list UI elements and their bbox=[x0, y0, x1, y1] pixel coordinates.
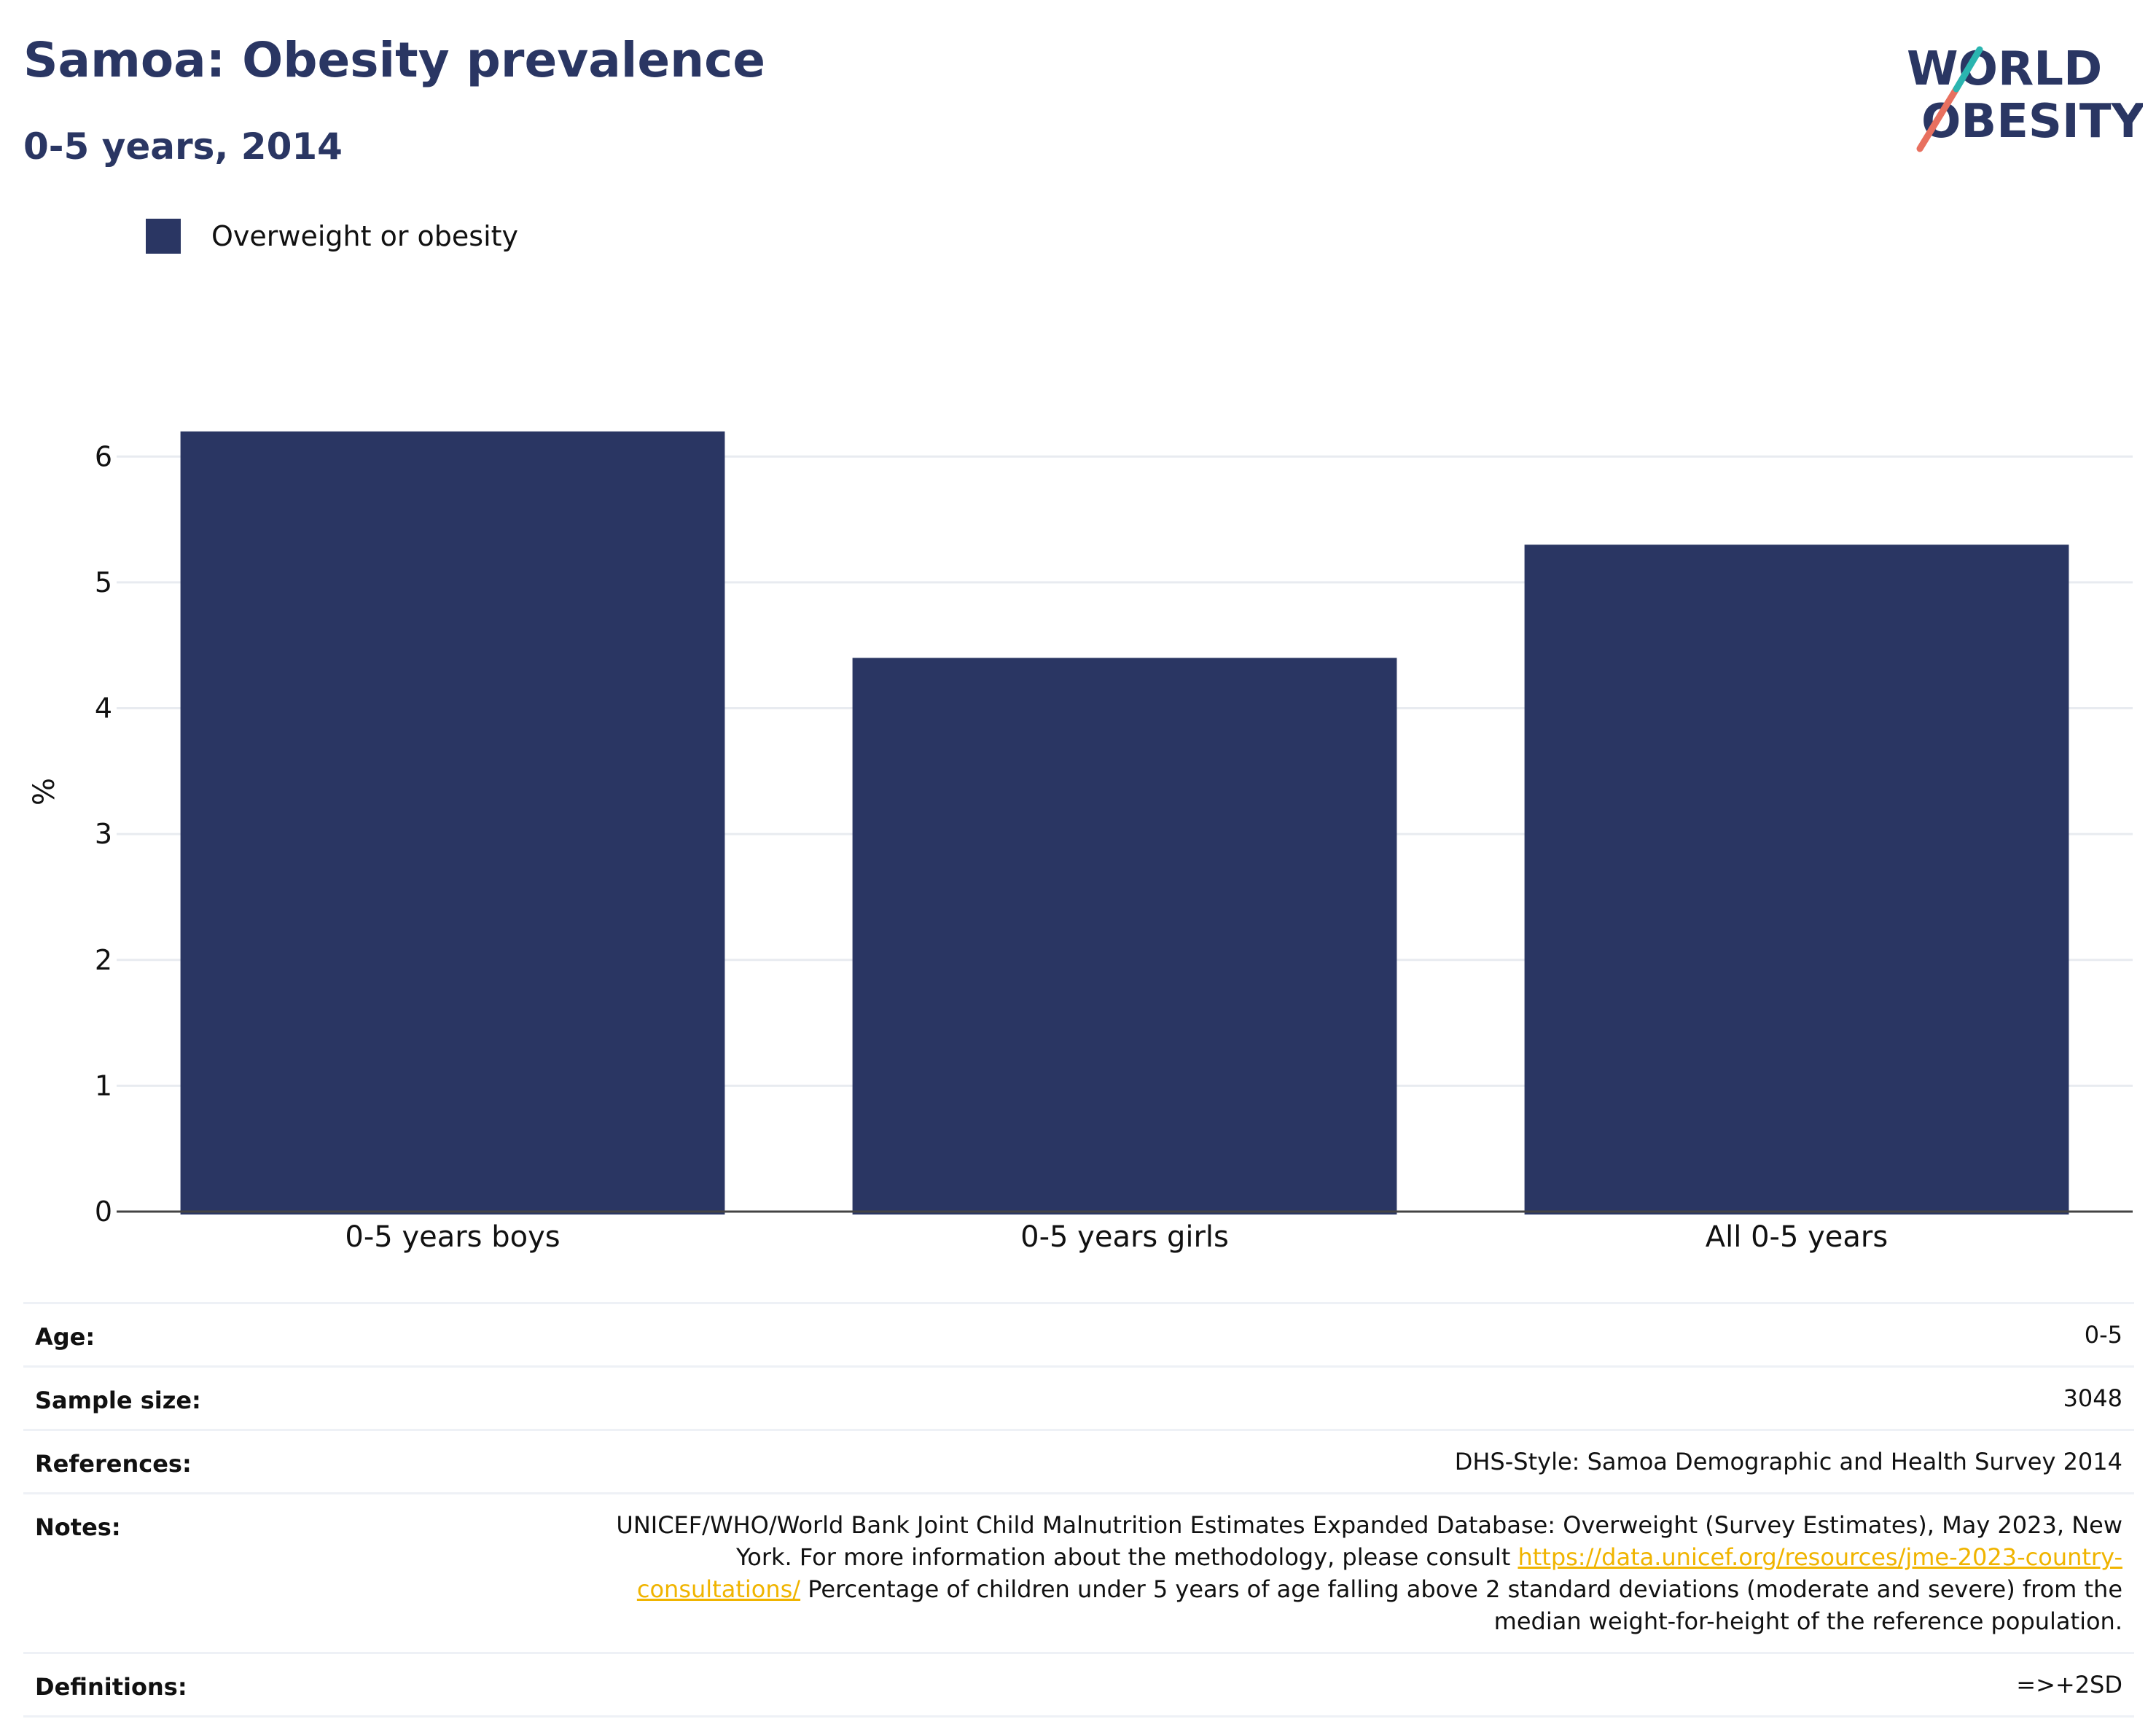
chart-legend: Overweight or obesity bbox=[146, 219, 518, 254]
notes-text-before-link: UNICEF/WHO/World Bank Joint Child Malnut… bbox=[616, 1511, 2122, 1571]
y-tick-label: 2 bbox=[95, 944, 112, 976]
info-row-definitions: Definitions: =>+2SD bbox=[23, 1654, 2134, 1718]
y-tick-label: 1 bbox=[95, 1069, 112, 1102]
y-tick-label: 5 bbox=[95, 566, 112, 599]
info-value: 0-5 bbox=[2084, 1321, 2122, 1349]
info-row-sample-size: Sample size: 3048 bbox=[23, 1368, 2134, 1431]
svg-text:OBESITY: OBESITY bbox=[1921, 95, 2143, 149]
info-value: 3048 bbox=[2063, 1384, 2122, 1412]
info-table: Age: 0-5 Sample size: 3048 References: D… bbox=[23, 1302, 2134, 1718]
chart-subtitle: 0-5 years, 2014 bbox=[23, 125, 343, 168]
info-row-age: Age: 0-5 bbox=[23, 1304, 2134, 1368]
y-axis-label: % bbox=[28, 778, 61, 806]
x-tick-label: 0-5 years boys bbox=[345, 1220, 560, 1254]
info-value: DHS-Style: Samoa Demographic and Health … bbox=[1454, 1448, 2122, 1475]
info-key: Age: bbox=[35, 1323, 95, 1351]
methodology-link[interactable]: https://data.unicef.org/resources/jme-20… bbox=[636, 1543, 2122, 1603]
legend-label: Overweight or obesity bbox=[211, 220, 519, 252]
info-key: Notes: bbox=[35, 1513, 121, 1541]
info-key: References: bbox=[35, 1450, 192, 1478]
info-key: Sample size: bbox=[35, 1387, 201, 1414]
legend-swatch bbox=[146, 219, 181, 254]
x-tick-label: 0-5 years girls bbox=[1020, 1220, 1229, 1254]
bar-chart: 0 1 2 3 4 5 6 0-5 years boys 0-5 years girls All… bbox=[28, 431, 2133, 1254]
svg-text:WORLD: WORLD bbox=[1907, 42, 2102, 96]
bar bbox=[852, 658, 1397, 1214]
y-tick-label: 3 bbox=[95, 818, 112, 850]
y-tick-label: 0 bbox=[95, 1196, 112, 1228]
chart-title: Samoa: Obesity prevalence bbox=[23, 32, 766, 88]
bar bbox=[1524, 545, 2069, 1214]
info-value: UNICEF/WHO/World Bank Joint Child Malnut… bbox=[585, 1509, 2122, 1637]
y-tick-label: 4 bbox=[95, 693, 112, 725]
info-key: Definitions: bbox=[35, 1673, 187, 1701]
bar bbox=[180, 431, 725, 1214]
info-row-references: References: DHS-Style: Samoa Demographic… bbox=[23, 1431, 2134, 1494]
x-tick-label: All 0-5 years bbox=[1706, 1220, 1888, 1254]
info-value: =>+2SD bbox=[2016, 1671, 2122, 1699]
y-tick-label: 6 bbox=[95, 440, 112, 472]
notes-text-after-link: Percentage of children under 5 years of … bbox=[800, 1575, 2122, 1635]
info-row-notes: Notes: UNICEF/WHO/World Bank Joint Child… bbox=[23, 1494, 2134, 1654]
world-obesity-logo: WORLD OBESITY bbox=[1895, 20, 2145, 159]
